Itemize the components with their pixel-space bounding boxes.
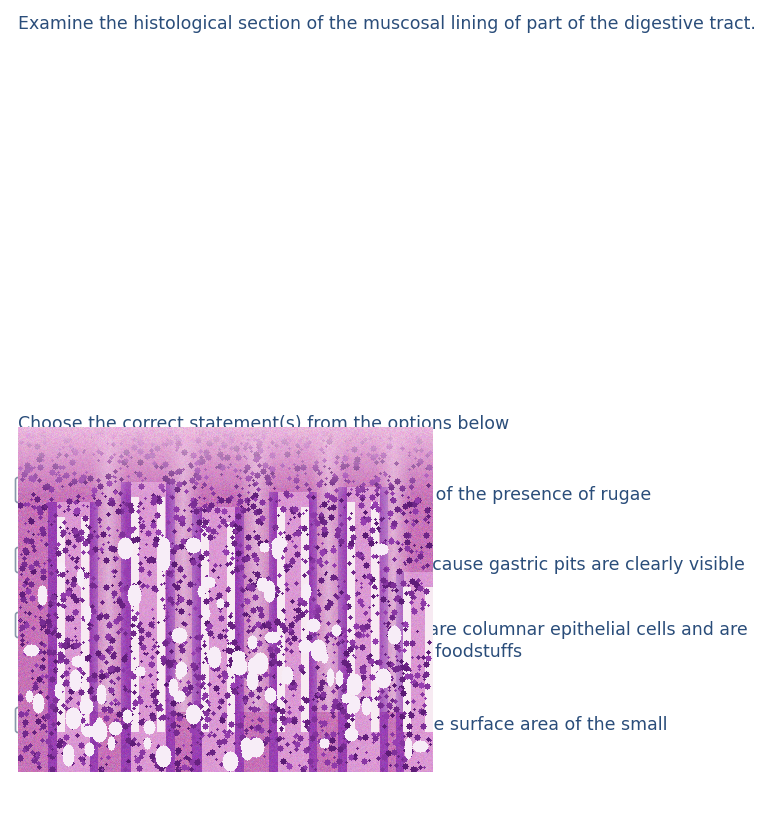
FancyBboxPatch shape xyxy=(16,477,40,502)
Text: The infoldings form villi which increase the surface area of the small: The infoldings form villi which increase… xyxy=(70,716,667,734)
Text: intestine.: intestine. xyxy=(70,738,179,756)
Text: involved in the absorption of digested foodstuffs: involved in the absorption of digested f… xyxy=(70,643,522,661)
Text: d): d) xyxy=(45,716,63,734)
Text: The section is from the small intestine because gastric pits are clearly visible: The section is from the small intestine … xyxy=(70,556,745,574)
Text: The epithelial cells on the mucosal layer are columnar epithelial cells and are: The epithelial cells on the mucosal laye… xyxy=(70,621,748,639)
Text: Examine the histological section of the muscosal lining of part of the digestive: Examine the histological section of the … xyxy=(18,15,756,33)
Text: b): b) xyxy=(45,556,63,574)
Text: The section is from the stomach because of the presence of rugae: The section is from the stomach because … xyxy=(70,486,651,504)
FancyBboxPatch shape xyxy=(16,547,40,573)
FancyBboxPatch shape xyxy=(16,613,40,637)
Text: Choose the correct statement(s) from the options below: Choose the correct statement(s) from the… xyxy=(18,415,509,433)
Text: c): c) xyxy=(45,621,61,639)
Text: a): a) xyxy=(45,486,62,504)
FancyBboxPatch shape xyxy=(16,708,40,733)
